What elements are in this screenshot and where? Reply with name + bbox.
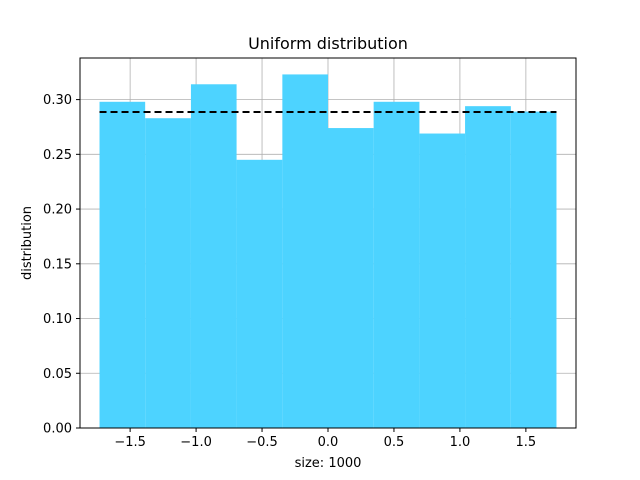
y-tick-label: 0.05 [43, 367, 72, 382]
x-tick-label: 1.0 [450, 435, 471, 450]
y-tick-label: 0.20 [43, 203, 72, 218]
chart-title: Uniform distribution [248, 34, 408, 53]
histogram-bar-0 [99, 101, 146, 428]
bars [99, 74, 557, 429]
x-tick-label: 0.0 [318, 435, 339, 450]
histogram-bar-9 [510, 111, 557, 429]
ticks: −1.5 −1.0 −0.5 0.0 0.5 1.0 1.5 0.00 0.05 0.10 0.15… [43, 93, 536, 450]
y-tick-label: 0.15 [43, 257, 72, 272]
y-tick-label: 0.10 [43, 312, 72, 327]
histogram-bar-2 [190, 84, 237, 428]
histogram-bar-7 [419, 133, 466, 429]
x-axis-label: size: 1000 [295, 456, 362, 471]
histogram-bar-1 [145, 118, 191, 429]
y-tick-label: 0.00 [43, 422, 72, 437]
x-tick-label: −1.5 [114, 435, 146, 450]
histogram-bar-4 [282, 74, 328, 429]
histogram-bar-6 [373, 101, 420, 428]
histogram-bar-5 [328, 128, 374, 428]
y-axis-label: distribution [20, 206, 35, 280]
y-tick-label: 0.30 [43, 93, 72, 108]
y-tick-label: 0.25 [43, 148, 72, 163]
histogram-bar-3 [236, 159, 283, 428]
histogram-bar-8 [465, 106, 511, 428]
x-tick-label: 1.5 [516, 435, 537, 450]
x-tick-label: −1.0 [180, 435, 212, 450]
x-tick-label: −0.5 [246, 435, 278, 450]
x-tick-label: 0.5 [384, 435, 405, 450]
